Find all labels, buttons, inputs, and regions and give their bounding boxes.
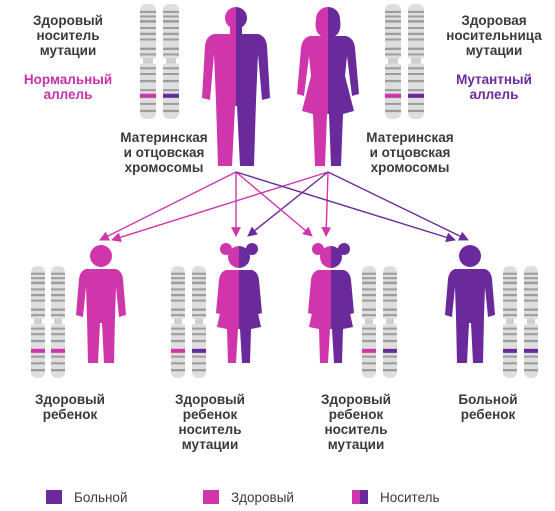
child-4-chromosome-b bbox=[524, 266, 538, 378]
legend-affected-label: Больной bbox=[74, 490, 128, 505]
mother-chromosome-paternal bbox=[408, 4, 424, 119]
mother-chromosome-maternal bbox=[385, 4, 401, 119]
child-1-chromosome-a bbox=[31, 266, 45, 378]
father-chromosome-paternal-allele-band bbox=[163, 93, 179, 98]
inheritance-arrow-1 bbox=[99, 171, 237, 241]
inheritance-arrow-2 bbox=[111, 171, 329, 243]
legend-affected-swatch bbox=[46, 490, 62, 504]
child-2-chromosome-b-allele-band bbox=[192, 348, 206, 353]
child-2-chromosome-a bbox=[171, 266, 185, 378]
child-2-label: Здоровый ребенок носитель мутации bbox=[175, 392, 245, 452]
father-chromosome-paternal bbox=[163, 4, 179, 119]
legend-carrier-swatch bbox=[352, 490, 368, 504]
child-2-chromosome-a-allele-band bbox=[171, 348, 185, 353]
child-1-label: Здоровый ребенок bbox=[35, 392, 105, 422]
inheritance-arrow-6 bbox=[321, 171, 332, 237]
child-2-figure bbox=[216, 243, 262, 363]
mother-chromosome-maternal-allele-band bbox=[385, 93, 401, 98]
legend-healthy-swatch bbox=[203, 490, 219, 504]
child-3-chromosome-a bbox=[362, 266, 376, 378]
child-2-chromosome-b bbox=[192, 266, 206, 378]
father-figure bbox=[202, 7, 270, 166]
child-3-label: Здоровый ребенок носитель мутации bbox=[321, 392, 391, 452]
child-4-chromosome-a-allele-band bbox=[503, 348, 517, 353]
mother-figure bbox=[297, 7, 359, 166]
child-4-chromosome-a bbox=[503, 266, 517, 378]
inheritance-arrow-8 bbox=[327, 171, 469, 241]
child-1-chromosome-a-allele-band bbox=[31, 348, 45, 353]
mother-carrier-label: Здоровая носительница мутации bbox=[446, 13, 542, 58]
child-3-chromosome-a-allele-band bbox=[362, 348, 376, 353]
child-3-chromosome-b-allele-band bbox=[383, 348, 397, 353]
father-chromosome-maternal bbox=[140, 4, 156, 119]
legend-carrier-label: Носитель bbox=[380, 490, 440, 505]
normal-allele-label: Нормальный аллель bbox=[23, 72, 113, 102]
chromosomes-label-left: Материнская и отцовская хромосомы bbox=[120, 130, 208, 175]
inheritance-arrow-5 bbox=[235, 171, 313, 237]
child-4-label: Больной ребенок bbox=[458, 392, 518, 422]
mutant-allele-label: Мутантный аллель bbox=[456, 72, 532, 102]
child-4-figure bbox=[445, 245, 495, 363]
child-1-chromosome-b-allele-band bbox=[51, 348, 65, 353]
child-3-figure bbox=[308, 243, 354, 363]
child-4-chromosome-b-allele-band bbox=[524, 348, 538, 353]
inheritance-arrow-4 bbox=[247, 171, 329, 237]
mother-chromosome-paternal-allele-band bbox=[408, 93, 424, 98]
child-1-figure bbox=[76, 245, 126, 363]
legend-healthy-label: Здоровый bbox=[231, 490, 294, 505]
child-3-chromosome-b bbox=[383, 266, 397, 378]
chromosomes-label-right: Материнская и отцовская хромосомы bbox=[366, 130, 454, 175]
father-chromosome-maternal-allele-band bbox=[140, 93, 156, 98]
inheritance-arrow-7 bbox=[235, 171, 456, 243]
child-1-chromosome-b bbox=[51, 266, 65, 378]
father-carrier-label: Здоровый носитель мутации bbox=[33, 13, 103, 58]
